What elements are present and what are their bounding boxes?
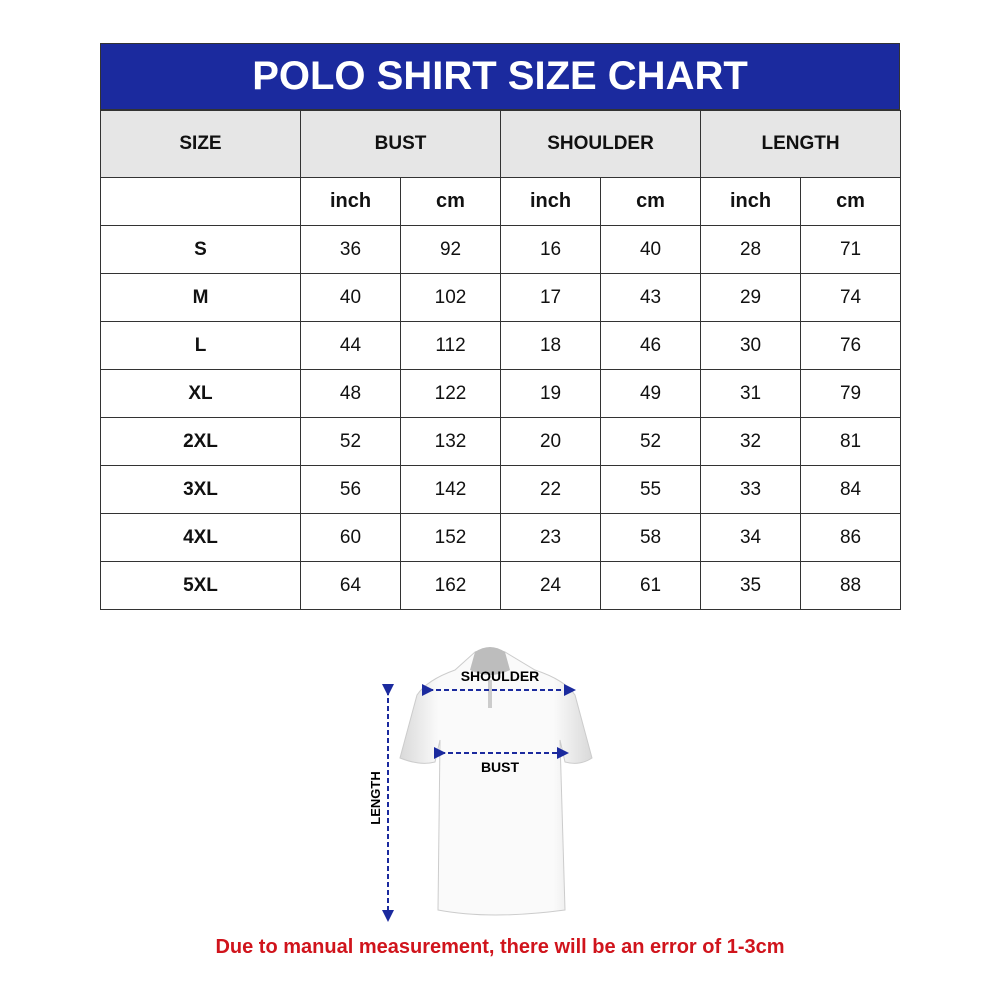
value-cell-len-cm: 88 <box>800 561 902 610</box>
value-cell-sh-in: 17 <box>500 273 602 322</box>
size-cell: 4XL <box>100 513 301 562</box>
value-cell-bust-cm: 142 <box>399 465 502 514</box>
header-length: LENGTH <box>700 110 902 178</box>
value-cell-sh-cm: 43 <box>600 273 702 322</box>
value-cell-len-in: 28 <box>700 225 802 274</box>
value-cell-sh-cm: 49 <box>600 369 702 418</box>
size-cell: 5XL <box>100 561 301 610</box>
table-row: 3XL 56 142 22 55 33 84 <box>100 465 902 514</box>
value-cell-sh-in: 19 <box>500 369 602 418</box>
value-cell-sh-cm: 46 <box>600 321 702 370</box>
value-cell-bust-in: 52 <box>300 417 401 466</box>
size-cell: M <box>100 273 301 322</box>
value-cell-len-in: 34 <box>700 513 802 562</box>
shoulder-label: SHOULDER <box>461 668 540 684</box>
table-row: 2XL 52 132 20 52 32 81 <box>100 417 902 466</box>
value-cell-len-in: 30 <box>700 321 802 370</box>
value-cell-bust-cm: 132 <box>399 417 502 466</box>
size-cell: XL <box>100 369 301 418</box>
table-row: 5XL 64 162 24 61 35 88 <box>100 561 902 610</box>
size-cell: 3XL <box>100 465 301 514</box>
value-cell-bust-cm: 92 <box>399 225 502 274</box>
value-cell-bust-cm: 102 <box>399 273 502 322</box>
value-cell-len-cm: 71 <box>800 225 902 274</box>
value-cell-bust-in: 44 <box>300 321 401 370</box>
value-cell-len-cm: 74 <box>800 273 902 322</box>
measurement-note: Due to manual measurement, there will be… <box>215 936 785 958</box>
size-cell: S <box>100 225 301 274</box>
unit-inch: inch <box>500 177 602 226</box>
unit-cm: cm <box>600 177 702 226</box>
value-cell-bust-in: 48 <box>300 369 401 418</box>
value-cell-len-cm: 84 <box>800 465 902 514</box>
header-size: SIZE <box>100 110 301 178</box>
header-row: SIZE BUST SHOULDER LENGTH <box>100 110 902 178</box>
unit-empty <box>100 177 301 226</box>
table-row: 4XL 60 152 23 58 34 86 <box>100 513 902 562</box>
shirt-body <box>399 648 593 916</box>
value-cell-len-in: 32 <box>700 417 802 466</box>
unit-inch: inch <box>300 177 401 226</box>
value-cell-bust-cm: 162 <box>399 561 502 610</box>
value-cell-bust-in: 36 <box>300 225 401 274</box>
header-bust: BUST <box>299 110 502 178</box>
value-cell-len-in: 31 <box>700 369 802 418</box>
value-cell-sh-in: 22 <box>500 465 602 514</box>
value-cell-len-cm: 76 <box>800 321 902 370</box>
bust-label: BUST <box>481 759 520 775</box>
size-cell: 2XL <box>100 417 301 466</box>
value-cell-sh-cm: 58 <box>600 513 702 562</box>
length-label: LENGTH <box>368 771 383 824</box>
size-cell: L <box>100 321 301 370</box>
table-row: M 40 102 17 43 29 74 <box>100 273 902 322</box>
value-cell-sh-cm: 61 <box>600 561 702 610</box>
value-cell-sh-cm: 40 <box>600 225 702 274</box>
header-shoulder: SHOULDER <box>500 110 702 178</box>
size-table: SIZE BUST SHOULDER LENGTH inch cm inch c… <box>100 110 902 610</box>
chart-title: POLO SHIRT SIZE CHART <box>100 43 900 110</box>
unit-row: inch cm inch cm inch cm <box>100 177 902 226</box>
value-cell-sh-cm: 52 <box>600 417 702 466</box>
value-cell-bust-in: 64 <box>300 561 401 610</box>
unit-cm: cm <box>399 177 502 226</box>
unit-cm: cm <box>800 177 902 226</box>
value-cell-len-cm: 86 <box>800 513 902 562</box>
value-cell-bust-cm: 122 <box>399 369 502 418</box>
value-cell-sh-cm: 55 <box>600 465 702 514</box>
unit-inch: inch <box>700 177 802 226</box>
value-cell-sh-in: 16 <box>500 225 602 274</box>
value-cell-sh-in: 23 <box>500 513 602 562</box>
value-cell-len-in: 33 <box>700 465 802 514</box>
collar <box>470 647 510 675</box>
value-cell-sh-in: 18 <box>500 321 602 370</box>
value-cell-sh-in: 20 <box>500 417 602 466</box>
table-row: XL 48 122 19 49 31 79 <box>100 369 902 418</box>
value-cell-len-in: 35 <box>700 561 802 610</box>
polo-shirt-diagram: SHOULDER BUST LENGTH <box>368 647 593 922</box>
value-cell-len-cm: 81 <box>800 417 902 466</box>
value-cell-sh-in: 24 <box>500 561 602 610</box>
value-cell-bust-cm: 112 <box>399 321 502 370</box>
table-row: L 44 112 18 46 30 76 <box>100 321 902 370</box>
table-row: S 36 92 16 40 28 71 <box>100 225 902 274</box>
value-cell-bust-cm: 152 <box>399 513 502 562</box>
value-cell-bust-in: 56 <box>300 465 401 514</box>
value-cell-bust-in: 60 <box>300 513 401 562</box>
value-cell-len-cm: 79 <box>800 369 902 418</box>
value-cell-bust-in: 40 <box>300 273 401 322</box>
value-cell-len-in: 29 <box>700 273 802 322</box>
